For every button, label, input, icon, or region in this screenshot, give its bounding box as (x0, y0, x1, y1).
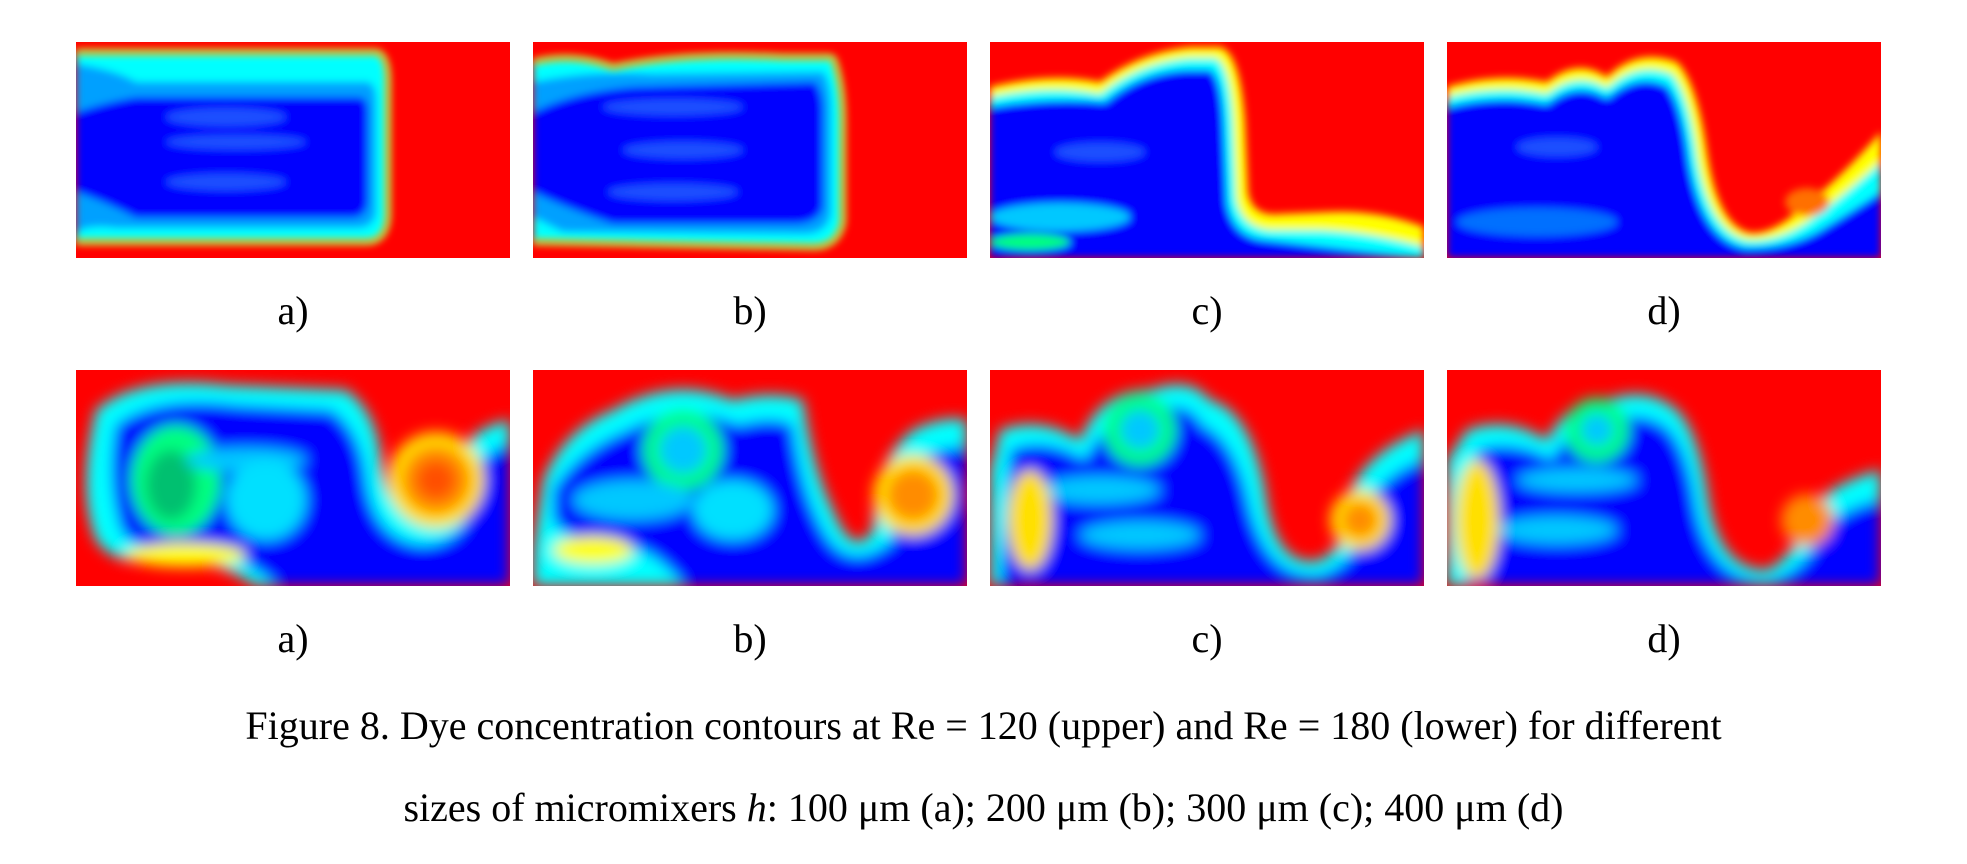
figure-caption-line-1: Figure 8. Dye concentration contours at … (245, 703, 1722, 748)
panel-label-lower-d: d) (1647, 616, 1681, 661)
contour-panel-upper-d (1447, 42, 1881, 258)
contour-panel-lower-a (76, 370, 510, 586)
figure-caption-line-2: sizes of micromixers h: 100 μm (a); 200 … (0, 784, 1967, 832)
panel-label-upper-d: d) (1647, 288, 1681, 333)
panel-label-upper-a: a) (277, 288, 309, 333)
panel-label-lower-c: c) (1191, 616, 1223, 661)
caption-line-2-suffix: : 100 μm (a); 200 μm (b); 300 μm (c); 40… (766, 785, 1564, 830)
contour-panel-upper-b (533, 42, 967, 258)
contour-image-upper-a (76, 42, 510, 258)
panel-label-lower-a: a) (277, 616, 309, 661)
contour-image-lower-c (990, 370, 1424, 586)
panel-label-upper-c: c) (1191, 288, 1223, 333)
contour-panel-upper-a (76, 42, 510, 258)
contour-panel-lower-d (1447, 370, 1881, 586)
contour-panel-lower-b (533, 370, 967, 586)
contour-panel-lower-c (990, 370, 1424, 586)
contour-image-lower-a (76, 370, 510, 586)
contour-image-lower-d (1447, 370, 1881, 586)
caption-variable-h: h (746, 785, 767, 830)
contour-image-lower-b (533, 370, 967, 586)
contour-image-upper-d (1447, 42, 1881, 258)
contour-image-upper-c (990, 42, 1424, 258)
contour-image-upper-b (533, 42, 967, 258)
contour-panel-upper-c (990, 42, 1424, 258)
panel-label-upper-b: b) (733, 288, 767, 333)
caption-line-2-prefix: sizes of micromixers (403, 785, 747, 830)
panel-label-lower-b: b) (733, 616, 767, 661)
